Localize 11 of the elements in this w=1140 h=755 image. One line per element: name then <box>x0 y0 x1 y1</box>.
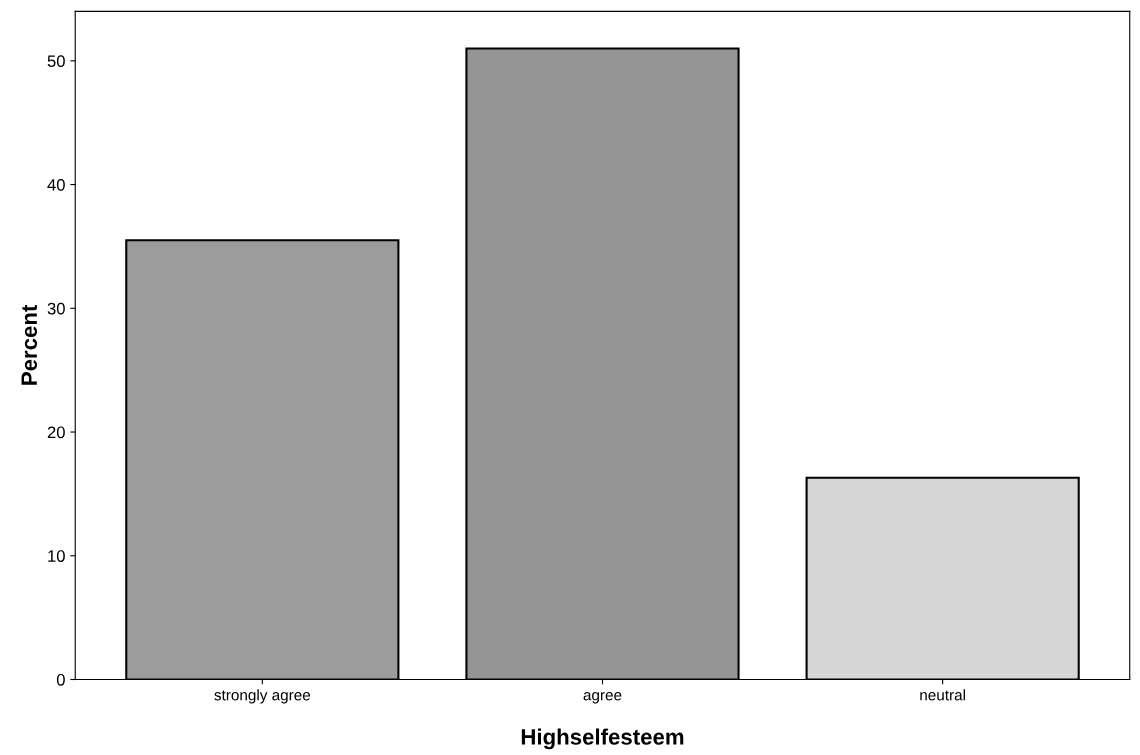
y-tick-label: 40 <box>47 178 65 191</box>
y-axis-title: Percent <box>21 304 38 385</box>
x-tick-label: strongly agree <box>214 689 311 704</box>
x-axis-title: Highselfesteem <box>521 728 684 750</box>
y-tick-label: 0 <box>56 673 65 686</box>
x-tick-label: neutral <box>920 689 965 701</box>
y-tick-label: 30 <box>47 302 65 315</box>
y-tick-label: 50 <box>47 55 65 68</box>
y-tick-label: 20 <box>47 426 65 439</box>
y-tick-label: 10 <box>48 550 65 562</box>
x-tick-label: agree <box>583 692 622 704</box>
